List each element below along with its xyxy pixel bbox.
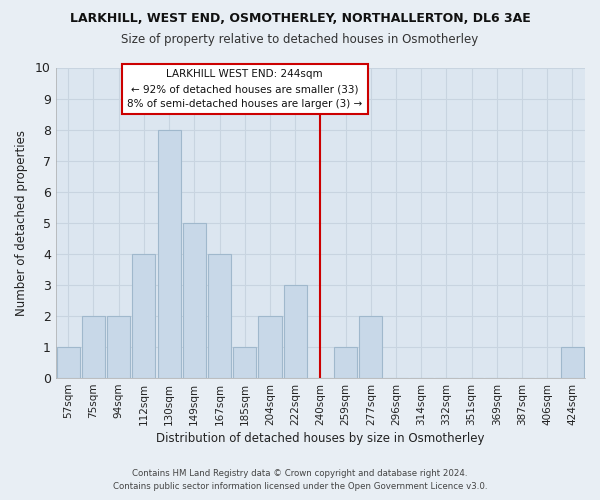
Bar xyxy=(56,347,80,378)
Text: Size of property relative to detached houses in Osmotherley: Size of property relative to detached ho… xyxy=(121,32,479,46)
Bar xyxy=(82,316,105,378)
Bar xyxy=(259,316,281,378)
Bar xyxy=(158,130,181,378)
Bar xyxy=(133,254,155,378)
Bar xyxy=(183,223,206,378)
Bar xyxy=(233,347,256,378)
Text: LARKHILL WEST END: 244sqm
← 92% of detached houses are smaller (33)
8% of semi-d: LARKHILL WEST END: 244sqm ← 92% of detac… xyxy=(127,70,362,109)
Bar xyxy=(284,285,307,378)
X-axis label: Distribution of detached houses by size in Osmotherley: Distribution of detached houses by size … xyxy=(156,432,485,445)
Y-axis label: Number of detached properties: Number of detached properties xyxy=(15,130,28,316)
Bar xyxy=(561,347,584,378)
Bar xyxy=(334,347,357,378)
Bar xyxy=(208,254,231,378)
Text: Contains HM Land Registry data © Crown copyright and database right 2024.
Contai: Contains HM Land Registry data © Crown c… xyxy=(113,469,487,491)
Text: LARKHILL, WEST END, OSMOTHERLEY, NORTHALLERTON, DL6 3AE: LARKHILL, WEST END, OSMOTHERLEY, NORTHAL… xyxy=(70,12,530,26)
Bar xyxy=(107,316,130,378)
Bar xyxy=(359,316,382,378)
